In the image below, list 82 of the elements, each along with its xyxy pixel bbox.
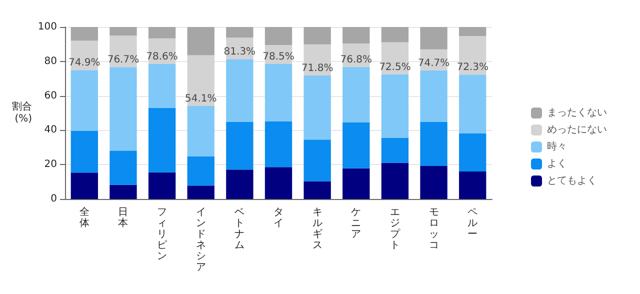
bar	[420, 27, 448, 50]
bar	[459, 133, 486, 172]
x-tick-label: フィリピン	[157, 207, 168, 262]
legend-label: とてもよく	[547, 176, 597, 186]
bar	[110, 27, 137, 36]
bar	[420, 122, 448, 166]
annotation: 81.3%	[224, 46, 256, 58]
y-tick-label: 20	[44, 159, 57, 170]
bar	[226, 59, 254, 122]
bar	[342, 168, 370, 199]
legend-label: 時々	[547, 140, 567, 152]
annotation: 72.5%	[379, 62, 411, 73]
bar	[381, 74, 409, 138]
bar	[381, 138, 409, 163]
bar	[342, 122, 370, 168]
bar	[264, 27, 292, 46]
x-tick-label: 全体	[79, 206, 90, 229]
bar	[381, 162, 409, 199]
x-tick-label: キルギス	[312, 207, 322, 251]
bar	[459, 74, 486, 134]
annotation: 76.7%	[107, 54, 140, 66]
bar	[187, 27, 214, 56]
legend-label: めったにない	[547, 124, 607, 136]
annotation: 76.8%	[340, 54, 372, 66]
legend-label: まったくない	[547, 108, 607, 118]
bar	[226, 170, 254, 199]
y-axis-title: 割合 (%)	[12, 100, 32, 124]
bar	[304, 44, 331, 76]
bar	[148, 27, 176, 38]
bar	[420, 166, 448, 199]
bar	[187, 106, 214, 157]
bar	[342, 66, 370, 122]
x-tick-label: エジプト	[390, 207, 401, 251]
y-tick-label: 80	[44, 56, 57, 67]
bar	[342, 27, 370, 44]
bar	[70, 130, 98, 173]
y-tick-label: 100	[38, 22, 57, 32]
legend-label: よく	[547, 158, 567, 170]
bar	[226, 122, 254, 170]
x-tick-label: ペルー	[468, 207, 478, 240]
annotation: 54.1%	[184, 93, 217, 104]
annotation: 78.5%	[262, 51, 294, 62]
y-tick-label: 60	[44, 90, 57, 102]
annotation: 74.9%	[68, 58, 100, 69]
bar	[304, 181, 331, 199]
annotation: 71.8%	[301, 63, 334, 74]
bar	[264, 64, 292, 122]
bar	[148, 64, 176, 108]
bar	[110, 150, 137, 185]
x-tick-label: インドネシア	[196, 207, 206, 273]
bar	[110, 184, 137, 199]
bar	[70, 70, 98, 131]
bar	[148, 108, 176, 172]
bar	[459, 27, 486, 36]
bar	[110, 67, 137, 151]
bar	[264, 121, 292, 168]
bar	[187, 55, 214, 106]
bar	[459, 36, 486, 75]
y-tick-label: 40	[44, 124, 57, 136]
bar	[381, 27, 409, 42]
annotation: 72.3%	[456, 62, 488, 74]
bar	[148, 172, 176, 199]
bar	[187, 186, 214, 199]
y-tick-label: 0	[50, 194, 57, 204]
x-tick-label: 日本	[118, 207, 128, 229]
x-tick-label: タイ	[274, 207, 284, 229]
bar	[187, 156, 214, 186]
x-tick-label: モロッコ	[428, 207, 439, 251]
bar	[70, 172, 98, 199]
bar	[264, 167, 292, 199]
bar	[110, 36, 137, 68]
bar	[226, 27, 254, 38]
bar	[420, 70, 448, 122]
x-tick-label: ベトナム	[234, 207, 245, 251]
bar	[70, 27, 98, 41]
x-tick-label: ケニア	[351, 207, 362, 240]
annotation: 74.7%	[418, 58, 450, 70]
annotation: 78.6%	[146, 51, 178, 62]
bar	[304, 27, 331, 44]
bar	[459, 171, 486, 199]
bar	[304, 76, 331, 140]
bar	[304, 140, 331, 182]
